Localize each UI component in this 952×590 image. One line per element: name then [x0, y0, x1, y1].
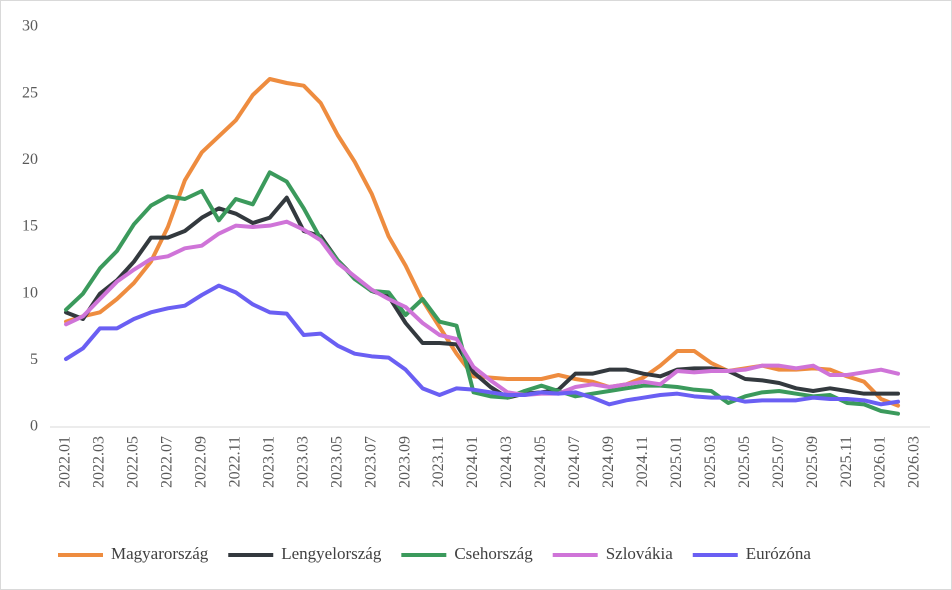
legend-label: Lengyelország [281, 544, 382, 563]
series-line [64, 195, 901, 400]
x-tick-label: 2025.11 [838, 436, 855, 487]
x-tick-label: 2022.01 [57, 436, 74, 488]
legend-label: Eurózóna [746, 544, 812, 563]
x-tick-label: 2024.05 [532, 436, 549, 488]
x-tick-label: 2025.03 [702, 436, 719, 488]
x-tick-label: 2024.01 [464, 436, 481, 488]
x-tick-label: 2024.11 [634, 436, 651, 487]
x-tick-label: 2024.07 [566, 436, 583, 488]
x-tick-label: 2024.09 [600, 436, 617, 488]
x-tick-label: 2024.03 [498, 436, 515, 488]
series-line [64, 170, 901, 416]
y-tick-label: 25 [22, 84, 38, 101]
x-tick-label: 2026.01 [872, 436, 889, 488]
x-tick-label: 2025.09 [804, 436, 821, 488]
x-tick-label: 2025.05 [736, 436, 753, 488]
plot-area: 0 5 10 15 20 25 30 2022.01 2022.03 2022.05 2022.07… [22, 18, 930, 488]
x-tick-label: 2022.07 [159, 436, 176, 488]
series-line [64, 283, 901, 407]
x-tick-label: 2022.05 [125, 436, 142, 488]
x-tick-label: 2023.01 [260, 436, 277, 488]
x-tick-label: 2023.03 [294, 436, 311, 488]
x-tick-label: 2023.09 [396, 436, 413, 488]
y-tick-label: 10 [22, 284, 38, 301]
x-tick-label: 2023.11 [430, 436, 447, 487]
y-tick-label: 15 [22, 218, 38, 235]
x-tick-label: 2026.03 [906, 436, 923, 488]
x-tick-label: 2022.09 [193, 436, 210, 488]
x-tick-label: 2025.07 [770, 436, 787, 488]
y-tick-label: 5 [30, 351, 38, 368]
legend-label: Magyarország [111, 544, 209, 563]
x-tick-label: 2023.05 [328, 436, 345, 488]
series-line [64, 219, 901, 397]
y-tick-label: 20 [22, 151, 38, 168]
x-tick-label: 2022.03 [91, 436, 108, 488]
x-tick-label: 2023.07 [362, 436, 379, 488]
y-tick-label: 0 [30, 418, 38, 435]
legend-label: Szlovákia [606, 544, 673, 563]
legend-label: Csehország [454, 544, 533, 563]
legend: Magyarország Lengyelország Csehország Szlov… [58, 544, 811, 563]
x-tick-label: 2025.01 [668, 436, 685, 488]
x-tick-label: 2022.11 [226, 436, 243, 487]
y-tick-label: 30 [22, 18, 38, 35]
